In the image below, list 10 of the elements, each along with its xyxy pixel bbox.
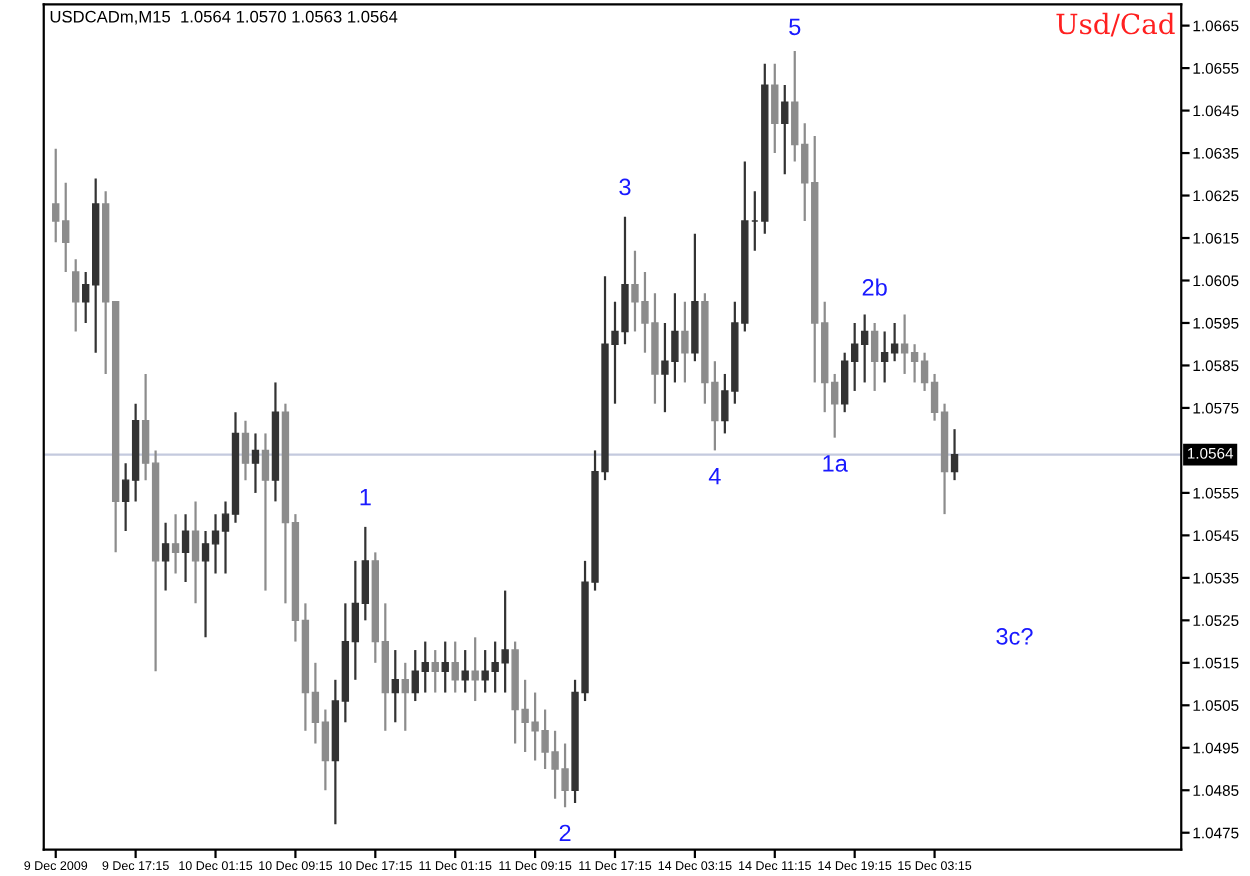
annotation: 1 <box>360 488 371 506</box>
chart-subtitle: Usd/Cad <box>1056 12 1175 37</box>
annotation: 2b <box>862 278 887 296</box>
annotation: 4 <box>708 468 721 485</box>
chart-title: USDCADm,M15 1.0564 1.0570 1.0563 1.0564 <box>50 10 398 25</box>
annotation: 3c? <box>996 628 1033 645</box>
annotation: 1a <box>823 455 848 472</box>
annotation: 5 <box>789 18 801 36</box>
annotation: 3 <box>619 178 631 196</box>
annotation: 2 <box>559 824 571 842</box>
